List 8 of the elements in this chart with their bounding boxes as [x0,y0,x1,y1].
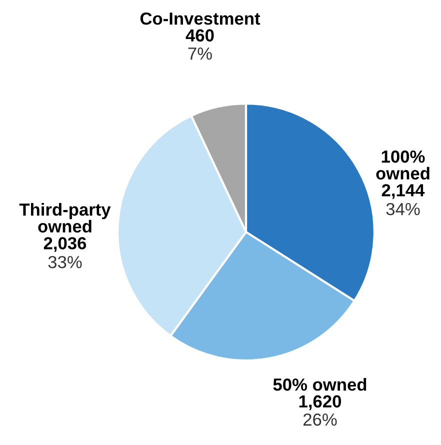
data-label: 460 7% [186,29,214,60]
slice-label: Third-party owned [19,203,111,233]
data-label: 1,620 26% [299,395,342,426]
data-label: 2,144 34% [382,184,425,216]
slice-label: 50% owned [273,378,366,391]
slice-label: 100% owned [376,150,430,180]
data-label: 2,036 33% [44,237,86,268]
slice-label: Co-Investment [140,12,260,25]
